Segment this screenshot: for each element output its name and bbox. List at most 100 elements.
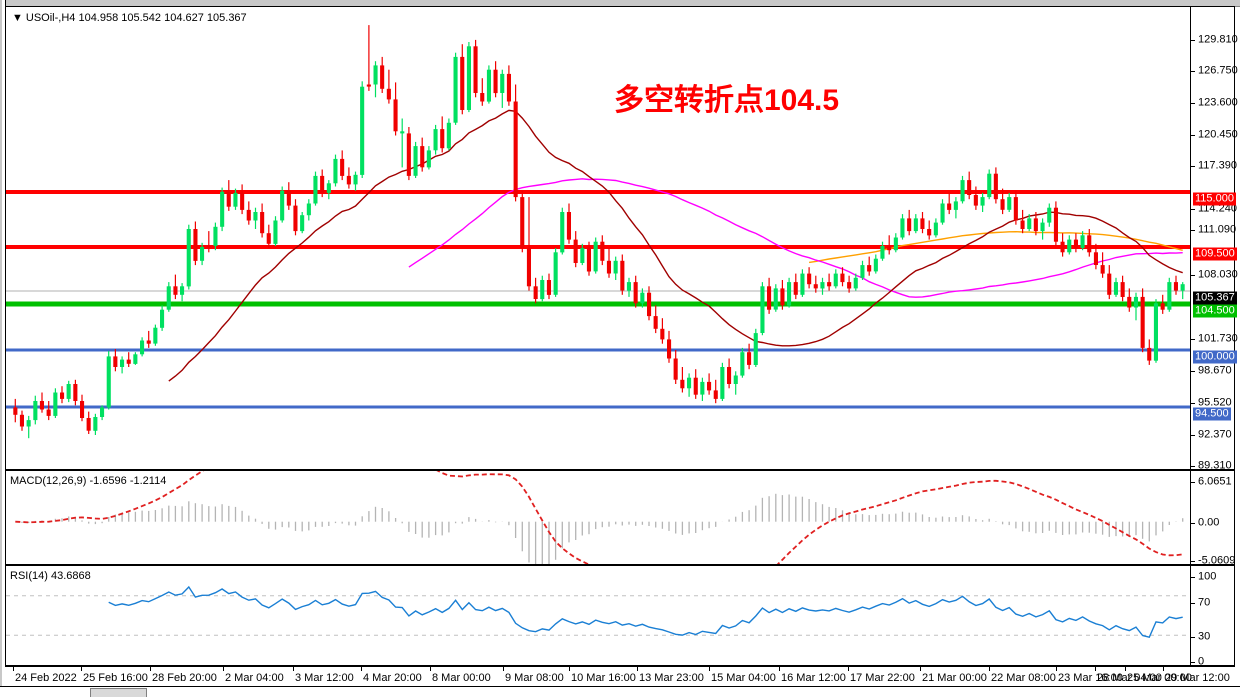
scale-tick [1191, 103, 1195, 104]
scale-tick [1191, 71, 1195, 72]
candlestick [213, 222, 218, 251]
time-tick [293, 667, 294, 671]
scale-tick-label: 101.730 [1198, 332, 1238, 345]
scale-tick-label: 70 [1198, 596, 1211, 609]
macd-pane[interactable]: MACD(12,26,9) -1.6596 -1.2114 [5, 470, 1191, 565]
candlestick [860, 260, 865, 280]
scale-tick [1191, 40, 1195, 41]
time-axis-label: 23 Mar 16:00 [1058, 672, 1123, 684]
candlestick [19, 410, 24, 431]
price-level-label[interactable]: 105.367 [1193, 291, 1237, 305]
rsi-pane[interactable]: RSI(14) 43.6868 [5, 565, 1191, 666]
candlestick [1033, 212, 1038, 236]
candlestick [386, 69, 391, 104]
candlestick [46, 401, 51, 421]
candlestick [586, 241, 591, 276]
candlestick [460, 44, 465, 115]
candlestick [620, 254, 625, 295]
candlestick [1160, 294, 1165, 314]
time-axis[interactable]: 24 Feb 2022 25 Feb 16:00 28 Feb 20:00 2 Mar… [5, 666, 1235, 687]
candlestick [86, 411, 91, 434]
price-scale[interactable]: 129.810 126.750 123.600 120.450 117.390 114.2… [1191, 6, 1238, 472]
candlestick [266, 224, 271, 249]
candlestick [60, 386, 65, 404]
chevron-down-icon[interactable]: ▼ [12, 12, 23, 24]
macd-signal-line [15, 471, 1183, 564]
candlestick [286, 182, 291, 210]
time-tick [848, 667, 849, 671]
candlestick [1173, 275, 1178, 295]
candlestick [940, 199, 945, 225]
candlestick [760, 282, 765, 336]
price-pane[interactable]: ▼ USOil-,H4 104.958 105.542 104.627 105.3… [5, 6, 1191, 470]
candlestick [100, 405, 105, 421]
symbol-header: ▼ USOil-,H4 104.958 105.542 104.627 105.3… [12, 12, 247, 24]
scale-tick-label: 129.810 [1198, 33, 1238, 46]
time-tick [709, 667, 710, 671]
candlestick [1053, 201, 1058, 246]
rsi-header: RSI(14) 43.6868 [10, 570, 91, 582]
time-tick [569, 667, 570, 671]
candlestick [1020, 209, 1025, 234]
candlestick [480, 78, 485, 106]
candlestick [1087, 229, 1092, 257]
candlestick [520, 190, 525, 253]
candlestick [820, 277, 825, 295]
rsi-plot [6, 585, 1190, 639]
candlestick [206, 231, 211, 253]
candlestick [807, 267, 812, 289]
scale-tick-label: 30 [1198, 630, 1211, 643]
candlestick [993, 167, 998, 204]
candlestick [93, 413, 98, 435]
candlestick [1107, 265, 1112, 300]
candlestick [500, 69, 505, 108]
price-plot [6, 25, 1190, 439]
scale-tick [1191, 523, 1195, 524]
scale-tick [1191, 135, 1195, 136]
candlestick [393, 82, 398, 136]
time-tick [13, 667, 14, 671]
candlestick [273, 216, 278, 246]
candlestick [26, 415, 31, 439]
candlestick [200, 242, 205, 266]
candlestick [660, 318, 665, 344]
candlestick [473, 39, 478, 98]
time-axis-label: 13 Mar 23:00 [639, 672, 704, 684]
price-level-label[interactable]: 104.500 [1193, 304, 1237, 318]
candlestick [1013, 190, 1018, 225]
time-tick [1095, 667, 1096, 671]
price-level-label[interactable]: 100.000 [1193, 350, 1237, 364]
rsi-scale[interactable]: 100 70 30 0 [1191, 565, 1235, 668]
candlestick [146, 330, 151, 348]
time-axis-label: 21 Mar 00:00 [922, 672, 987, 684]
candlestick [353, 171, 358, 191]
time-tick [989, 667, 990, 671]
chart-tab[interactable] [90, 688, 147, 697]
candlestick [1153, 299, 1158, 363]
candlestick [1027, 214, 1032, 232]
macd-scale[interactable]: 6.0651 0.00 -5.0609 [1191, 470, 1235, 566]
symbol-header-text: USOil-,H4 104.958 105.542 104.627 105.36… [25, 12, 247, 24]
candlestick [440, 116, 445, 153]
price-level-label[interactable]: 94.500 [1193, 407, 1231, 421]
candlestick [400, 118, 405, 168]
candlestick [1060, 233, 1065, 257]
price-level-label[interactable]: 115.000 [1193, 192, 1236, 206]
candlestick [780, 280, 785, 310]
candlestick [920, 212, 925, 234]
candlestick [573, 231, 578, 268]
scale-tick-label: 89.310 [1198, 459, 1232, 472]
price-level-label[interactable]: 109.500 [1193, 247, 1237, 261]
candlestick [853, 273, 858, 291]
candlestick [33, 395, 38, 425]
time-axis-label: 29 Mar 12:00 [1165, 672, 1230, 684]
candlestick [1040, 218, 1045, 240]
scale-tick-label: 0 [1198, 655, 1205, 668]
candlestick [847, 275, 852, 293]
macd-plot [15, 471, 1184, 564]
time-tick [637, 667, 638, 671]
candlestick [606, 248, 611, 278]
candlestick [800, 269, 805, 297]
candlestick [120, 356, 125, 374]
